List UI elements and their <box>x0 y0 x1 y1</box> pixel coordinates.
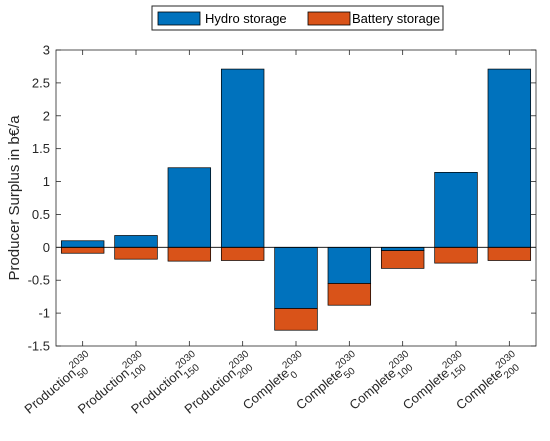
bar-battery-3 <box>220 246 265 261</box>
legend: Hydro storage Battery storage <box>151 5 444 31</box>
bar-hydro-4 <box>274 246 318 309</box>
y-tick-label: 1 <box>43 174 50 189</box>
bar-battery-1 <box>114 246 158 260</box>
bar-hydro-3 <box>220 68 265 248</box>
legend-swatch-battery <box>307 11 351 26</box>
y-tick-label: -0.5 <box>28 273 50 288</box>
bar-battery-5 <box>327 283 372 306</box>
legend-box <box>151 5 444 31</box>
bar-hydro-6 <box>380 246 425 251</box>
bar-hydro-5 <box>327 246 372 284</box>
y-tick-label: 1.5 <box>32 141 50 156</box>
y-tick-label: -1 <box>38 306 50 321</box>
legend-label-hydro: Hydro storage <box>205 11 287 26</box>
bar-battery-6 <box>380 250 425 269</box>
y-tick-label: 0.5 <box>32 207 50 222</box>
bar-battery-2 <box>167 246 212 262</box>
bar-hydro-7 <box>434 172 478 248</box>
x-tick-label-subscript: 0 <box>289 369 301 381</box>
bar-hydro-8 <box>487 68 532 248</box>
bar-battery-0 <box>60 246 105 254</box>
bar-hydro-2 <box>167 167 212 248</box>
bar-hydro-0 <box>60 240 105 248</box>
y-tick-label: 2.5 <box>32 75 50 90</box>
legend-label-battery: Battery storage <box>352 11 440 26</box>
legend-swatch-hydro <box>157 11 201 26</box>
bar-hydro-1 <box>114 235 158 248</box>
y-tick-label: 2 <box>43 108 50 123</box>
y-tick-label: -1.5 <box>28 339 50 354</box>
y-tick-label: 3 <box>43 43 50 58</box>
y-tick-label: 0 <box>43 240 50 255</box>
y-axis-label: Producer Surplus in b€/a <box>6 115 23 281</box>
bar-battery-4 <box>274 308 318 331</box>
bar-battery-7 <box>434 246 478 264</box>
bar-battery-8 <box>487 246 532 261</box>
